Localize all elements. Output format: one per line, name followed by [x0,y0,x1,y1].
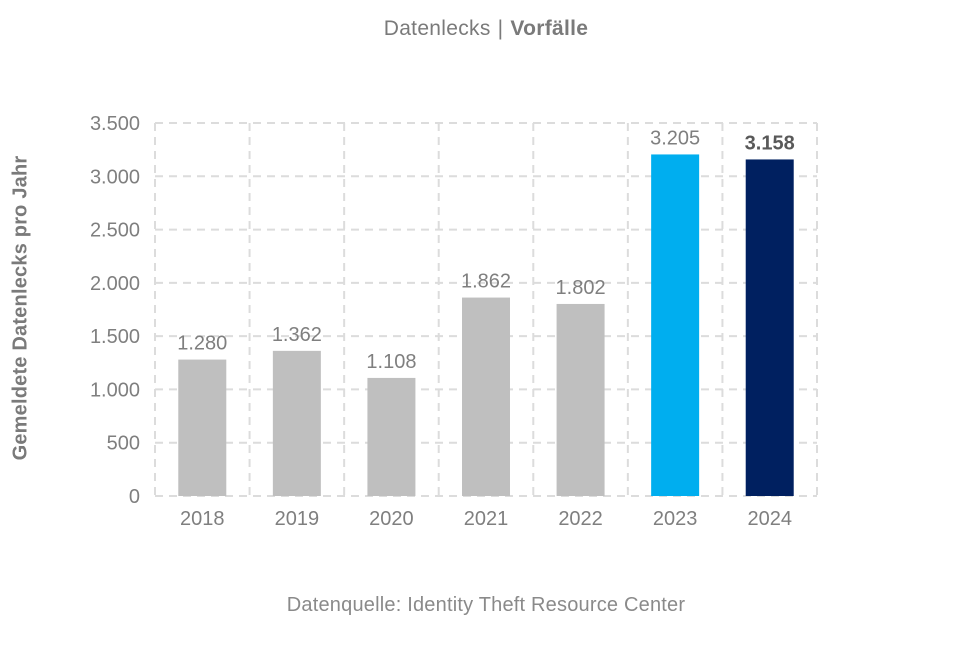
bar-2024 [745,159,794,496]
x-tick-label-2022: 2022 [558,508,603,530]
x-tick-label-2018: 2018 [180,508,225,530]
source-caption: Datenquelle: Identity Theft Resource Cen… [286,594,686,616]
chart-title-bold: Vorfälle [510,17,589,40]
x-tick-label-2024: 2024 [747,508,792,530]
y-tick-label: 500 [107,433,140,455]
bar-2018 [178,359,227,496]
x-tick-label-2020: 2020 [369,508,414,530]
y-tick-label: 2.500 [90,220,140,242]
x-tick-label-2019: 2019 [275,508,320,530]
value-label-2019: 1.362 [272,324,322,346]
y-tick-label: 2.000 [90,273,140,295]
chart-title-separator: | [497,17,504,40]
value-label-2020: 1.108 [366,351,416,373]
bar-2020 [367,377,416,496]
value-label-2022: 1.802 [556,277,606,299]
y-tick-label: 3.000 [90,166,140,188]
y-tick-label: 3.500 [90,113,140,135]
x-tick-label-2021: 2021 [464,508,509,530]
x-tick-label-2023: 2023 [653,508,698,530]
y-tick-label: 1.000 [90,379,140,401]
bar-2019 [272,350,321,496]
value-label-2018: 1.280 [177,333,227,355]
bar-2023 [651,154,700,496]
value-label-2023: 3.205 [650,127,700,149]
y-tick-label: 1.500 [90,326,140,348]
bar-2021 [462,297,510,496]
value-label-2024: 3.158 [745,132,795,154]
y-tick-label: 0 [129,486,140,508]
chart-title-regular: Datenlecks [383,17,491,40]
bar-2022 [556,303,605,496]
chart-title: Datenlecks | Vorfälle [0,17,972,41]
value-label-2021: 1.862 [461,271,511,293]
